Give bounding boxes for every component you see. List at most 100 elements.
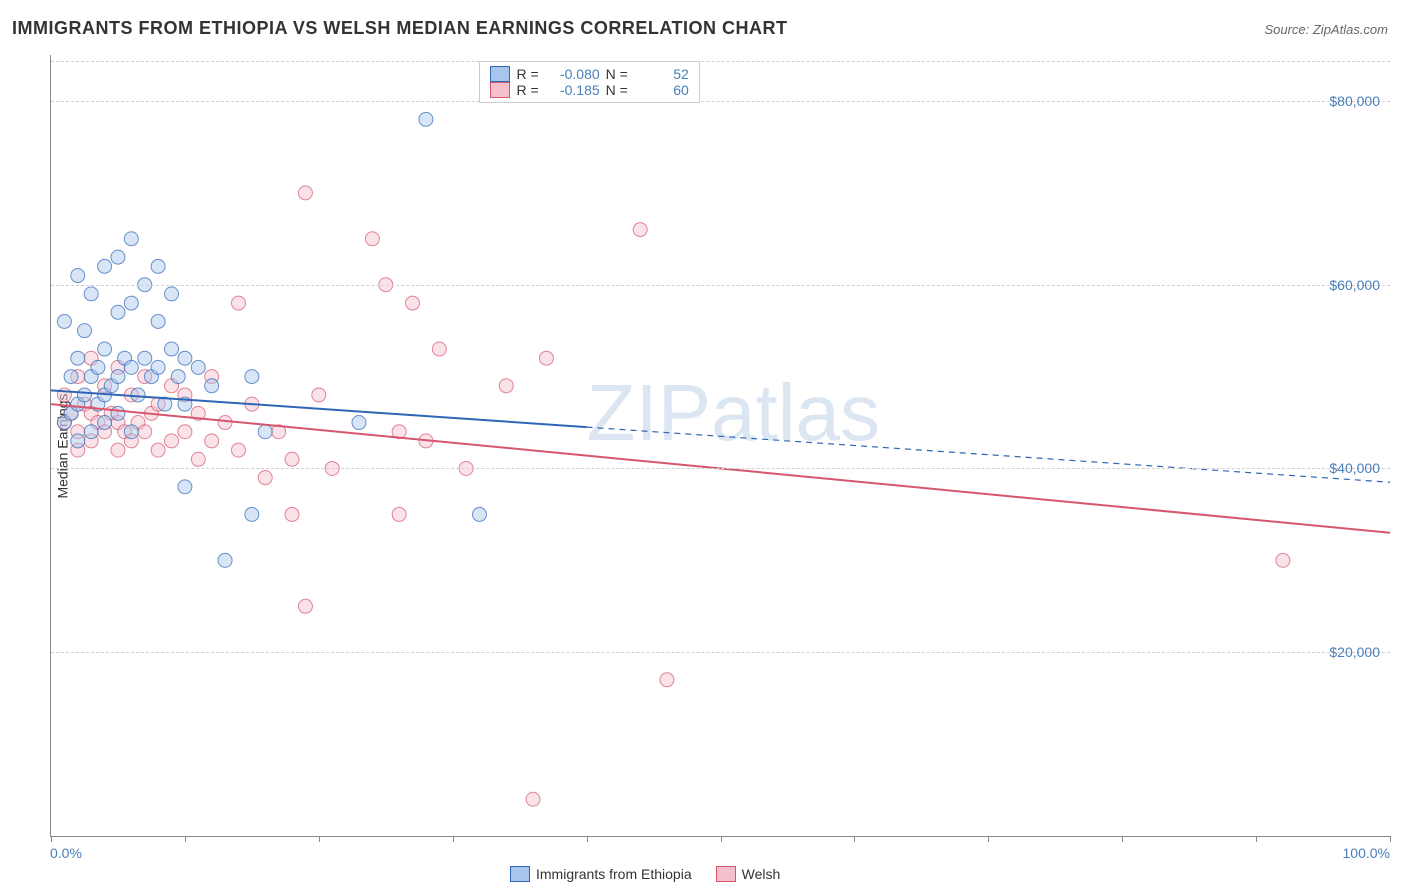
scatter-point-b bbox=[526, 792, 540, 806]
scatter-point-b bbox=[406, 296, 420, 310]
scatter-point-b bbox=[151, 443, 165, 457]
scatter-point-b bbox=[231, 443, 245, 457]
scatter-point-b bbox=[312, 388, 326, 402]
scatter-point-a bbox=[165, 342, 179, 356]
scatter-point-a bbox=[191, 360, 205, 374]
x-tick bbox=[587, 836, 588, 842]
scatter-point-a bbox=[165, 287, 179, 301]
scatter-point-a bbox=[98, 416, 112, 430]
legend-item-b: Welsh bbox=[716, 866, 781, 882]
trend-line-a-dashed bbox=[587, 427, 1390, 482]
source-prefix: Source: bbox=[1264, 22, 1312, 37]
scatter-point-b bbox=[285, 452, 299, 466]
scatter-point-a bbox=[171, 370, 185, 384]
scatter-point-a bbox=[124, 296, 138, 310]
stat-n-value: 52 bbox=[634, 66, 689, 82]
x-tick bbox=[319, 836, 320, 842]
scatter-point-a bbox=[111, 305, 125, 319]
x-tick bbox=[1390, 836, 1391, 842]
legend-swatch-a bbox=[510, 866, 530, 882]
stat-n-label: N = bbox=[606, 82, 628, 98]
x-tick bbox=[1256, 836, 1257, 842]
source-attribution: Source: ZipAtlas.com bbox=[1264, 22, 1388, 37]
scatter-point-b bbox=[111, 443, 125, 457]
gridline bbox=[51, 101, 1390, 102]
scatter-point-b bbox=[178, 425, 192, 439]
scatter-point-a bbox=[419, 112, 433, 126]
x-tick bbox=[185, 836, 186, 842]
x-tick bbox=[988, 836, 989, 842]
scatter-point-b bbox=[365, 232, 379, 246]
scatter-point-a bbox=[151, 259, 165, 273]
scatter-point-a bbox=[84, 287, 98, 301]
scatter-point-a bbox=[111, 370, 125, 384]
legend-stats-swatch-a bbox=[490, 66, 510, 82]
scatter-point-a bbox=[151, 360, 165, 374]
scatter-point-b bbox=[298, 186, 312, 200]
scatter-point-a bbox=[472, 507, 486, 521]
scatter-point-a bbox=[245, 370, 259, 384]
scatter-point-a bbox=[245, 507, 259, 521]
x-axis-label-max: 100.0% bbox=[1343, 845, 1390, 861]
scatter-point-b bbox=[191, 452, 205, 466]
stat-n-label: N = bbox=[606, 66, 628, 82]
y-tick-label: $20,000 bbox=[1329, 644, 1380, 660]
scatter-point-a bbox=[98, 259, 112, 273]
scatter-point-a bbox=[352, 416, 366, 430]
scatter-point-a bbox=[218, 553, 232, 567]
legend-item-a: Immigrants from Ethiopia bbox=[510, 866, 692, 882]
scatter-point-b bbox=[633, 223, 647, 237]
scatter-point-b bbox=[231, 296, 245, 310]
scatter-point-b bbox=[298, 599, 312, 613]
stat-n-value: 60 bbox=[634, 82, 689, 98]
scatter-point-a bbox=[91, 360, 105, 374]
scatter-point-a bbox=[124, 360, 138, 374]
legend-stats-box: R = -0.080 N = 52 R = -0.185 N = 60 bbox=[479, 61, 699, 103]
scatter-point-b bbox=[285, 507, 299, 521]
scatter-point-a bbox=[77, 324, 91, 338]
chart-plot-area: ZIPatlas $20,000$40,000$60,000$80,000 R … bbox=[50, 55, 1390, 837]
legend-label-b: Welsh bbox=[742, 866, 781, 882]
x-tick bbox=[453, 836, 454, 842]
scatter-point-a bbox=[111, 406, 125, 420]
scatter-point-b bbox=[138, 425, 152, 439]
scatter-point-a bbox=[124, 232, 138, 246]
scatter-point-b bbox=[1276, 553, 1290, 567]
scatter-point-a bbox=[77, 388, 91, 402]
stat-r-label: R = bbox=[516, 66, 538, 82]
y-tick-label: $80,000 bbox=[1329, 93, 1380, 109]
source-name: ZipAtlas.com bbox=[1313, 22, 1388, 37]
scatter-point-a bbox=[178, 480, 192, 494]
scatter-point-a bbox=[151, 314, 165, 328]
scatter-point-b bbox=[218, 416, 232, 430]
scatter-point-b bbox=[392, 507, 406, 521]
scatter-point-b bbox=[499, 379, 513, 393]
legend-stats-row-a: R = -0.080 N = 52 bbox=[490, 66, 688, 82]
scatter-point-a bbox=[131, 388, 145, 402]
scatter-point-a bbox=[71, 351, 85, 365]
scatter-point-a bbox=[111, 250, 125, 264]
scatter-point-a bbox=[124, 425, 138, 439]
x-tick bbox=[854, 836, 855, 842]
scatter-point-b bbox=[165, 434, 179, 448]
legend-bottom: Immigrants from Ethiopia Welsh bbox=[510, 866, 780, 882]
scatter-point-a bbox=[57, 314, 71, 328]
stat-r-label: R = bbox=[516, 82, 538, 98]
scatter-plot-svg bbox=[51, 55, 1390, 836]
scatter-point-a bbox=[84, 425, 98, 439]
x-tick bbox=[721, 836, 722, 842]
legend-label-a: Immigrants from Ethiopia bbox=[536, 866, 692, 882]
scatter-point-a bbox=[98, 342, 112, 356]
legend-stats-swatch-b bbox=[490, 82, 510, 98]
x-tick bbox=[51, 836, 52, 842]
legend-swatch-b bbox=[716, 866, 736, 882]
gridline bbox=[51, 652, 1390, 653]
gridline bbox=[51, 468, 1390, 469]
scatter-point-a bbox=[64, 370, 78, 384]
x-tick bbox=[1122, 836, 1123, 842]
legend-stats-row-b: R = -0.185 N = 60 bbox=[490, 82, 688, 98]
chart-title: IMMIGRANTS FROM ETHIOPIA VS WELSH MEDIAN… bbox=[12, 18, 788, 39]
scatter-point-a bbox=[71, 434, 85, 448]
scatter-point-b bbox=[539, 351, 553, 365]
scatter-point-a bbox=[138, 351, 152, 365]
